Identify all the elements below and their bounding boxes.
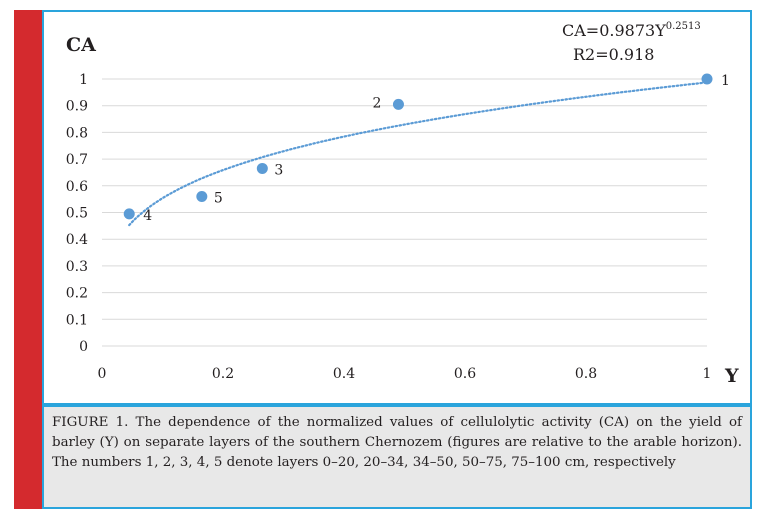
point-label-3: 3 bbox=[274, 162, 283, 178]
point-label-4: 4 bbox=[143, 208, 152, 224]
y-tick-label: 0.1 bbox=[66, 312, 88, 328]
y-tick-labels: 0 0.1 0.2 0.3 0.4 0.5 0.6 0.7 0.8 0.9 1 bbox=[66, 72, 88, 355]
data-point-1 bbox=[701, 73, 713, 85]
x-tick-label: 0.8 bbox=[575, 366, 597, 382]
data-point-4 bbox=[123, 208, 135, 220]
y-axis-title: CA bbox=[66, 34, 96, 56]
accent-bar bbox=[14, 10, 42, 509]
equation-exponent: 0.2513 bbox=[666, 21, 701, 32]
x-axis-title: Y bbox=[724, 365, 739, 387]
chart-panel: 0 0.1 0.2 0.3 0.4 0.5 0.6 0.7 0.8 0.9 1 0 0.2 0.4 0.6… bbox=[42, 10, 752, 405]
x-tick-label: 0.2 bbox=[212, 366, 234, 382]
equation-base: CA=0.9873Y bbox=[562, 21, 666, 40]
point-label-2: 2 bbox=[372, 95, 381, 111]
trendline bbox=[128, 81, 709, 227]
point-label-5: 5 bbox=[214, 190, 223, 206]
y-tick-label: 0.2 bbox=[66, 286, 88, 302]
trendline-group bbox=[128, 81, 709, 227]
point-label-1: 1 bbox=[721, 73, 730, 89]
y-tick-label: 0.3 bbox=[66, 259, 88, 275]
figure-caption: FIGURE 1. The dependence of the normaliz… bbox=[42, 405, 752, 509]
equation-label: CA=0.9873Y0.2513 bbox=[562, 21, 701, 40]
r2-label: R2=0.918 bbox=[573, 45, 654, 64]
y-tick-label: 0.8 bbox=[66, 125, 88, 141]
y-tick-label: 0.7 bbox=[66, 152, 88, 168]
data-point-3 bbox=[256, 162, 268, 174]
y-tick-label: 0.4 bbox=[66, 232, 88, 248]
data-points: 1 2 3 4 5 bbox=[123, 73, 730, 224]
y-tick-label: 0.6 bbox=[66, 179, 88, 195]
chart-area: 0 0.1 0.2 0.3 0.4 0.5 0.6 0.7 0.8 0.9 1 0 0.2 0.4 0.6… bbox=[66, 21, 739, 387]
data-point-2 bbox=[392, 98, 404, 110]
x-tick-label: 0.4 bbox=[333, 366, 355, 382]
data-point-5 bbox=[196, 190, 208, 202]
gridlines bbox=[102, 78, 707, 347]
y-tick-label: 1 bbox=[79, 72, 88, 88]
x-tick-labels: 0 0.2 0.4 0.6 0.8 1 bbox=[98, 366, 712, 382]
y-tick-label: 0.9 bbox=[66, 99, 88, 115]
y-tick-label: 0.5 bbox=[66, 206, 88, 222]
x-tick-label: 0 bbox=[98, 366, 107, 382]
y-tick-label: 0 bbox=[79, 339, 88, 355]
x-tick-label: 0.6 bbox=[454, 366, 476, 382]
x-tick-label: 1 bbox=[703, 366, 712, 382]
